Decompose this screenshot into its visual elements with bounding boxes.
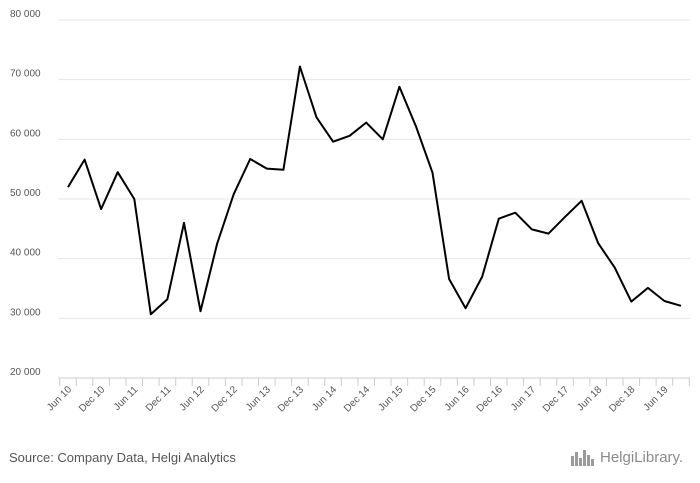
x-tick-label: Dec 17 — [541, 384, 571, 414]
x-tick-label: Jun 13 — [244, 384, 273, 413]
line-chart: 20 000 30 000 40 000 50 000 60 000 70 000 80 0… — [10, 9, 690, 415]
x-tick-label: Dec 10 — [77, 384, 107, 414]
x-tick-label: Dec 13 — [276, 384, 306, 414]
x-axis-tick-labels: Jun 10 Dec 10 Jun 11 Dec 11 Jun 12 Dec 12 Jun … — [45, 384, 671, 414]
x-tick-label: Jun 10 — [45, 384, 74, 413]
y-tick-label: 30 000 — [10, 307, 41, 318]
x-tick-label: Jun 11 — [112, 384, 141, 413]
grid-lines — [58, 19, 690, 319]
x-tick-label: Jun 18 — [575, 384, 604, 413]
x-tick-label: Jun 14 — [310, 384, 339, 413]
x-tick-label: Jun 17 — [509, 384, 538, 413]
y-tick-label: 50 000 — [10, 188, 41, 199]
source-note: Source: Company Data, Helgi Analytics — [9, 450, 236, 465]
x-tick-label: Jun 16 — [443, 384, 472, 413]
helgi-library-logo[interactable]: HelgiLibrary. — [570, 448, 683, 466]
y-tick-label: 20 000 — [10, 367, 41, 378]
logo-text: HelgiLibrary. — [600, 448, 684, 466]
city-skyline-icon — [571, 450, 594, 466]
x-axis — [58, 377, 690, 386]
y-tick-label: 40 000 — [10, 248, 41, 259]
x-tick-label: Dec 15 — [408, 384, 438, 414]
x-tick-label: Dec 11 — [144, 384, 174, 414]
x-tick-label: Dec 18 — [607, 384, 637, 414]
x-tick-label: Jun 12 — [178, 384, 207, 413]
series-line — [67, 65, 682, 316]
y-tick-label: 60 000 — [10, 128, 41, 139]
y-tick-label: 80 000 — [10, 9, 41, 20]
x-tick-label: Dec 12 — [210, 384, 240, 414]
y-tick-label: 70 000 — [10, 69, 41, 80]
x-tick-label: Dec 14 — [342, 384, 372, 414]
x-tick-label: Dec 16 — [475, 384, 505, 414]
x-tick-label: Jun 15 — [376, 384, 405, 413]
x-tick-label: Jun 19 — [642, 384, 671, 413]
y-axis-tick-labels: 20 000 30 000 40 000 50 000 60 000 70 000 80 0… — [10, 9, 41, 378]
